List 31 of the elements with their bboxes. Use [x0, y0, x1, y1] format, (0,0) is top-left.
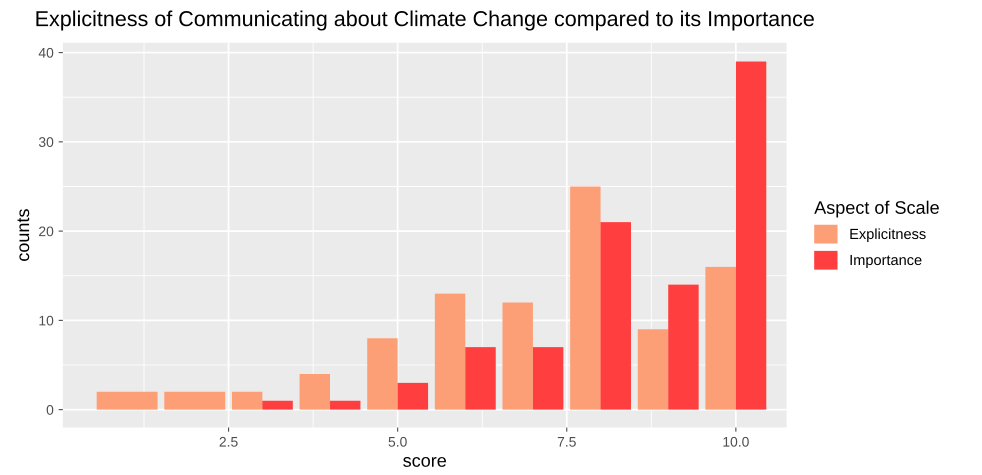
bar — [434, 294, 466, 410]
bar — [465, 347, 496, 410]
legend-label: Importance — [850, 254, 922, 268]
legend-label: Explicitness — [850, 228, 926, 242]
bar — [232, 392, 262, 410]
bar — [638, 329, 668, 410]
y-tick-label: 10 — [39, 316, 54, 326]
legend-title: Aspect of Scale — [814, 200, 939, 218]
bar — [367, 338, 398, 410]
y-axis-title: counts — [17, 209, 30, 261]
x-axis-title: score — [403, 457, 446, 467]
x-tick-label: 7.5 — [558, 437, 576, 447]
bar — [705, 266, 736, 410]
y-tick-label: 20 — [39, 226, 54, 236]
y-tick-label: 40 — [38, 48, 54, 58]
chart-title: Explicitness of Communicating about Climate Change compared to its Importance — [36, 10, 814, 31]
bar — [736, 61, 766, 410]
bar — [570, 186, 601, 410]
x-tick-label: 10.0 — [723, 436, 749, 447]
bar — [600, 222, 632, 410]
x-tick-label: 2.5 — [220, 436, 238, 447]
bar — [668, 284, 699, 410]
bar — [300, 374, 330, 410]
x-tick-label: 5.0 — [388, 436, 407, 447]
bar — [532, 347, 564, 410]
y-tick-label: 0 — [46, 404, 54, 415]
bar — [330, 400, 360, 410]
y-tick-label: 30 — [38, 137, 54, 148]
bar — [398, 382, 428, 410]
bar — [262, 400, 293, 410]
bar — [502, 302, 533, 410]
